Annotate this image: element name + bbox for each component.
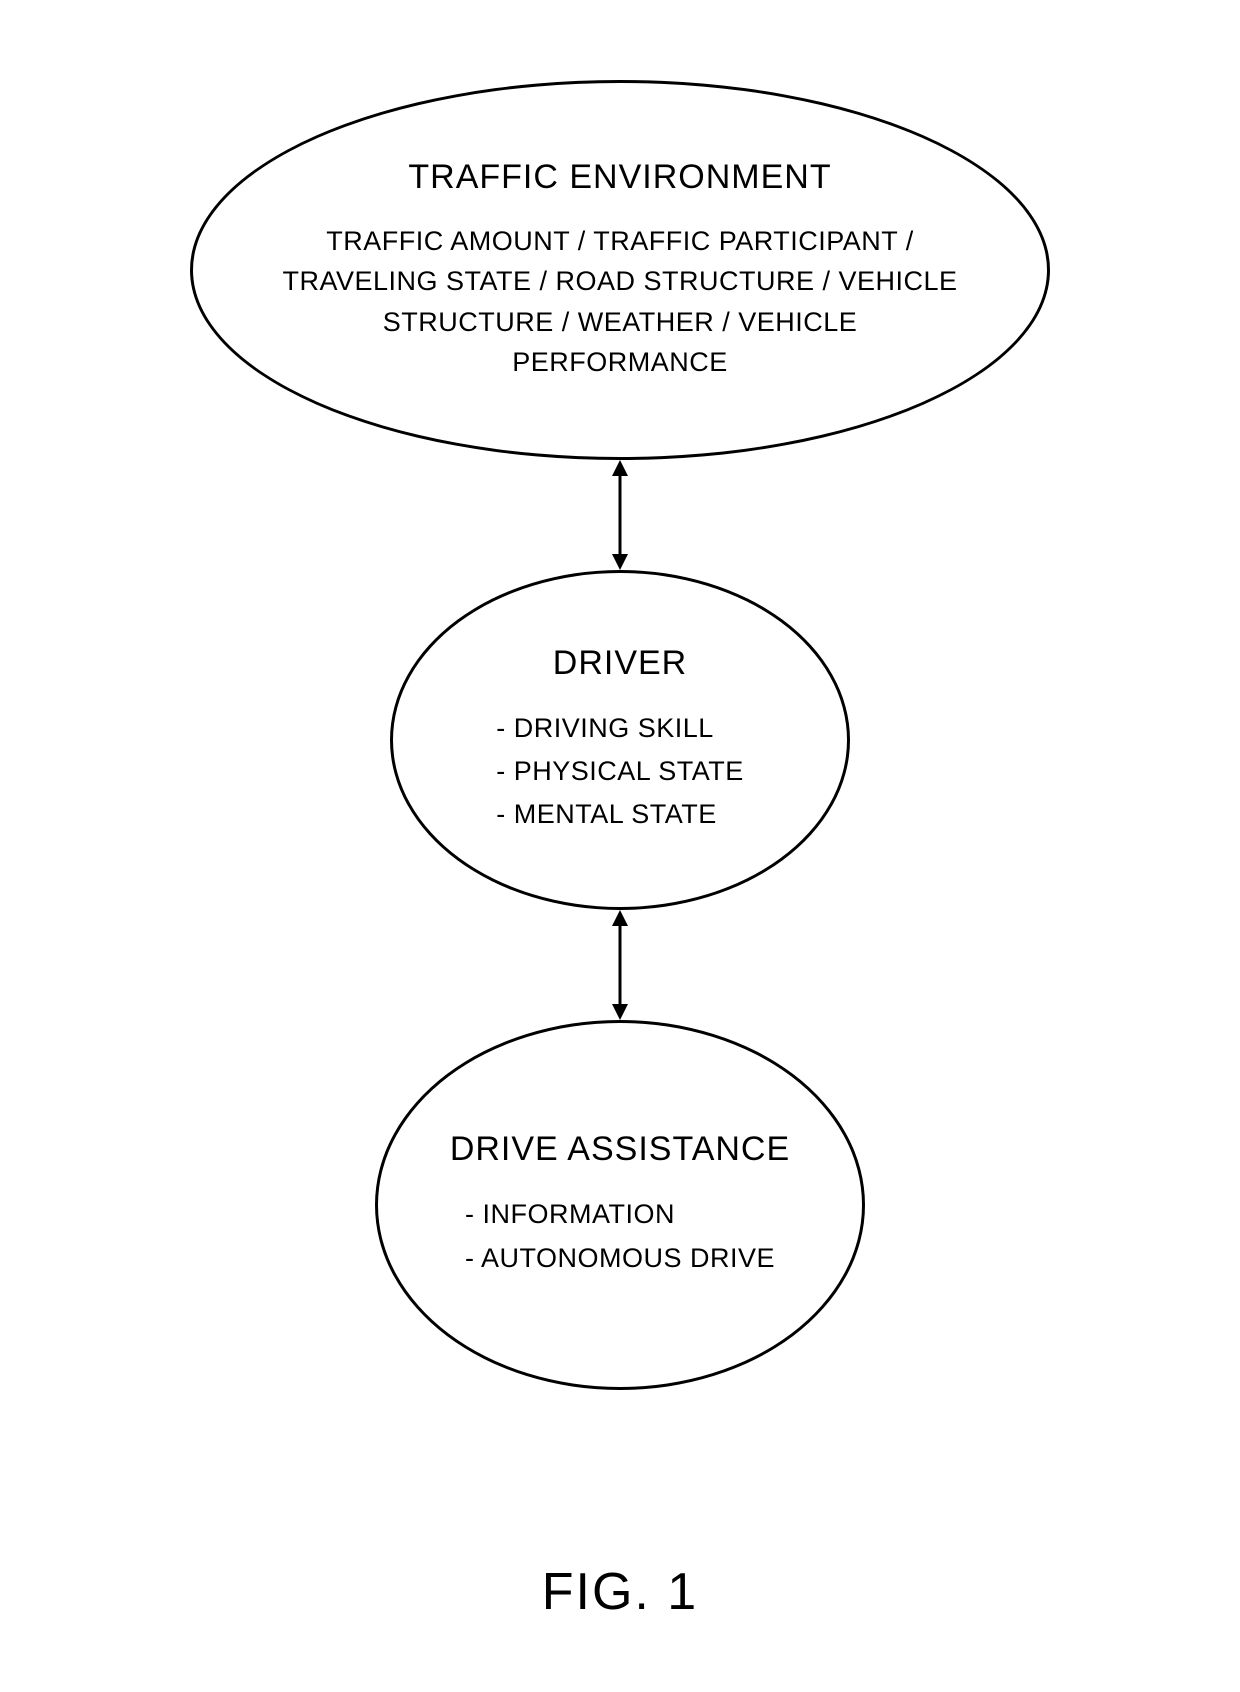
node-drive-assistance: DRIVE ASSISTANCE - INFORMATION - AUTONOM…	[375, 1020, 865, 1390]
figure-label: FIG. 1	[0, 1562, 1240, 1622]
node-assistance-title: DRIVE ASSISTANCE	[450, 1130, 790, 1169]
arrow-traffic-driver	[600, 460, 640, 570]
arrow-driver-assistance	[600, 910, 640, 1020]
node-driver-title: DRIVER	[553, 644, 687, 683]
driver-item: - PHYSICAL STATE	[496, 750, 744, 793]
driver-item: - MENTAL STATE	[496, 793, 744, 836]
node-traffic-environment: TRAFFIC ENVIRONMENT TRAFFIC AMOUNT / TRA…	[190, 80, 1050, 460]
diagram-container: TRAFFIC ENVIRONMENT TRAFFIC AMOUNT / TRA…	[0, 80, 1240, 1390]
node-traffic-title: TRAFFIC ENVIRONMENT	[408, 158, 831, 197]
node-driver-body: - DRIVING SKILL - PHYSICAL STATE - MENTA…	[496, 707, 744, 837]
node-driver: DRIVER - DRIVING SKILL - PHYSICAL STATE …	[390, 570, 850, 910]
assistance-item: - AUTONOMOUS DRIVE	[465, 1237, 775, 1280]
assistance-item: - INFORMATION	[465, 1193, 775, 1236]
node-assistance-body: - INFORMATION - AUTONOMOUS DRIVE	[465, 1193, 775, 1279]
driver-item: - DRIVING SKILL	[496, 707, 744, 750]
node-traffic-body: TRAFFIC AMOUNT / TRAFFIC PARTICIPANT / T…	[273, 221, 967, 383]
